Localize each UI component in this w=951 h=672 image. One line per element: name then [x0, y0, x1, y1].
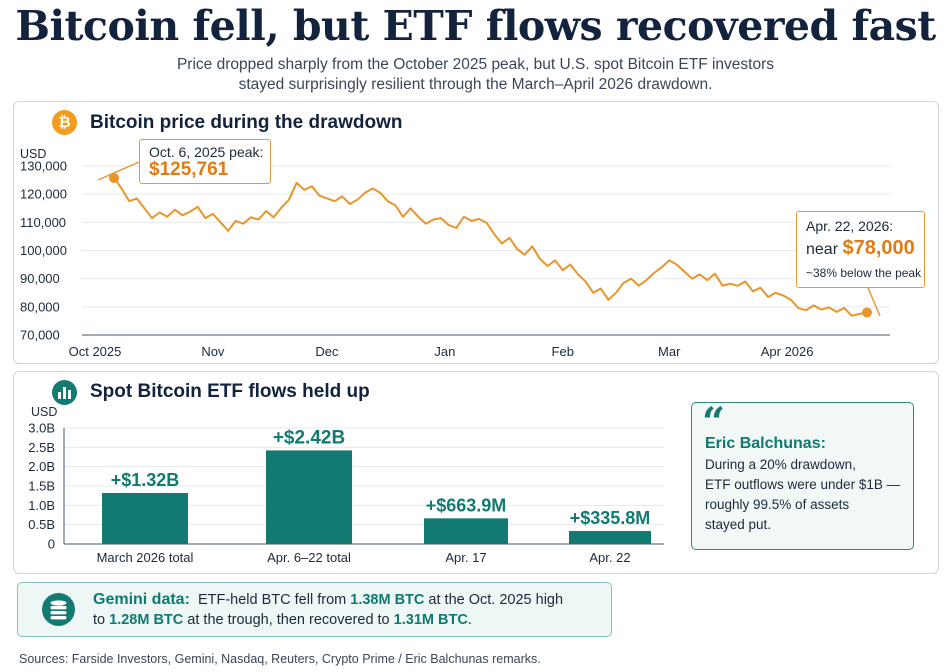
etf-y-tick: 1.0B [28, 498, 55, 513]
peak-callout: Oct. 6, 2025 peak: $125,761 [139, 139, 271, 184]
etf-y-unit: USD [31, 405, 57, 419]
etf-y-tick: 2.0B [28, 459, 55, 474]
quote-line: ETF outflows were under $1B — [705, 477, 901, 492]
gemini-line-1: Gemini data: ETF-held BTC fell from 1.38… [93, 591, 563, 609]
etf-bar-label: +$335.8M [570, 508, 651, 528]
gemini-value: 1.28M BTC [109, 612, 184, 628]
gemini-value: 1.31M BTC [393, 612, 468, 628]
quote-line: roughly 99.5% of assets [705, 497, 850, 512]
etf-bar [569, 531, 651, 544]
etf-category-label: Apr. 22 [589, 550, 630, 565]
etf-category-label: March 2026 total [97, 550, 194, 565]
etf-y-tick: 3.0B [28, 421, 55, 436]
gemini-text: at the trough, then recovered to [187, 612, 390, 628]
coin-stack-glyph [50, 600, 67, 620]
coin-stack-icon [42, 593, 75, 626]
sources-note: Sources: Farside Investors, Gemini, Nasd… [19, 652, 541, 666]
gemini-value: 1.38M BTC [350, 592, 425, 608]
etf-y-tick: 0.5B [28, 517, 55, 532]
page-title: Bitcoin fell, but ETF flows recovered fa… [15, 2, 936, 50]
etf-y-tick: 0 [48, 537, 55, 552]
etf-panel-title: Spot Bitcoin ETF flows held up [90, 381, 370, 402]
etf-category-label: Apr. 6–22 total [267, 550, 351, 565]
bar-chart-glyph [58, 387, 71, 399]
etf-category-label: Apr. 17 [445, 550, 486, 565]
end-callout-value-row: near $78,000 [806, 237, 915, 260]
gemini-text: at the Oct. 2025 high [428, 592, 564, 608]
gemini-text: ETF-held BTC fell from [197, 592, 347, 608]
quote-line: stayed put. [705, 517, 772, 532]
etf-bar [266, 450, 352, 544]
end-callout-note: ~38% below the peak [806, 266, 922, 280]
gemini-box: Gemini data: ETF-held BTC fell from 1.38… [17, 582, 612, 637]
bar-chart-icon [52, 380, 77, 405]
etf-y-tick: 1.5B [28, 479, 55, 494]
etf-y-tick: 2.5B [28, 440, 55, 455]
subtitle-line: stayed surprisingly resilient through th… [238, 76, 713, 93]
bitcoin-icon: ₿ [52, 110, 77, 135]
subtitle-line: Price dropped sharply from the October 2… [176, 56, 775, 73]
peak-callout-label: Oct. 6, 2025 peak: [149, 144, 264, 160]
quote-box: “ Eric Balchunas: During a 20% drawdown,… [691, 399, 914, 550]
end-callout: Apr. 22, 2026: near $78,000 ~38% below t… [796, 211, 925, 288]
end-callout-label: Apr. 22, 2026: [806, 218, 894, 234]
end-callout-value: $78,000 [842, 237, 915, 259]
quote-line: During a 20% drawdown, [705, 457, 856, 472]
etf-bar [424, 518, 508, 544]
gemini-line-2: to 1.28M BTC at the trough, then recover… [93, 612, 472, 628]
gemini-text: to [93, 612, 106, 628]
quote-author: Eric Balchunas: [705, 435, 826, 452]
gemini-label: Gemini data: [93, 591, 190, 608]
etf-bar-label: +$663.9M [426, 495, 507, 515]
gemini-text: . [467, 612, 472, 628]
price-panel-title: Bitcoin price during the drawdown [90, 112, 403, 133]
etf-bar-label: +$2.42B [273, 427, 345, 448]
peak-callout-value: $125,761 [149, 159, 229, 180]
quote-mark-icon: “ [702, 399, 726, 446]
end-callout-prefix: near [806, 241, 839, 258]
page-subtitle: Price dropped sharply from the October 2… [0, 55, 951, 95]
etf-bar-label: +$1.32B [111, 470, 180, 490]
etf-bar [102, 492, 188, 544]
